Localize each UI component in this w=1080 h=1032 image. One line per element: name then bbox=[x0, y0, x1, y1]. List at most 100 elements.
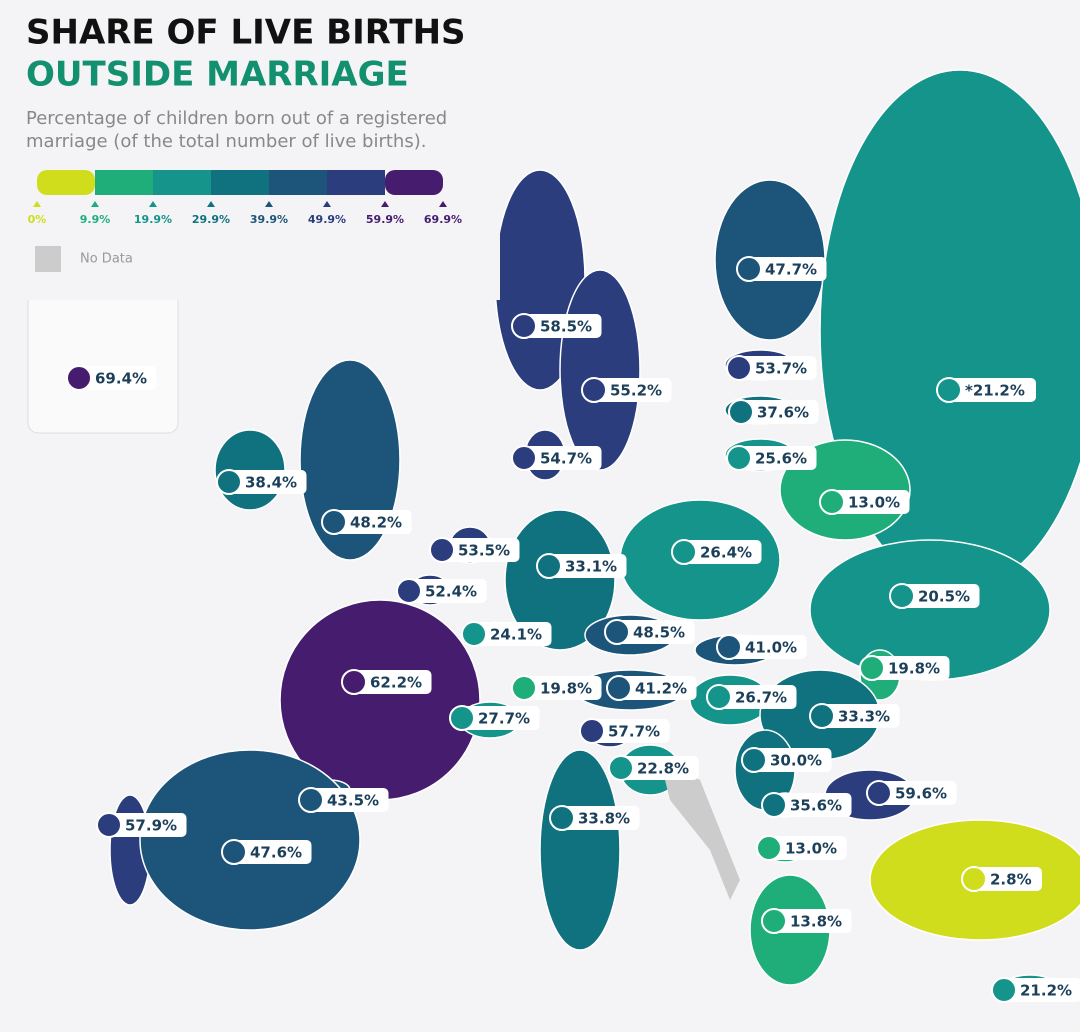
flag bbox=[866, 780, 892, 806]
value-label: 53.7% bbox=[755, 360, 807, 378]
label-pill bbox=[520, 314, 602, 338]
value-label: 37.6% bbox=[757, 404, 809, 422]
label-pill bbox=[770, 909, 852, 933]
label-pill bbox=[520, 676, 602, 700]
flag bbox=[991, 977, 1017, 1003]
label-pill bbox=[350, 670, 432, 694]
value-label: 33.3% bbox=[838, 708, 890, 726]
flag bbox=[608, 755, 634, 781]
legend-swatch bbox=[95, 170, 153, 195]
no-data-swatch bbox=[35, 246, 61, 272]
legend-tick-label: 49.9% bbox=[308, 213, 346, 226]
legend-tick-label: 59.9% bbox=[366, 213, 404, 226]
label-pill bbox=[470, 622, 552, 646]
legend-tick-label: 29.9% bbox=[192, 213, 230, 226]
flag bbox=[761, 908, 787, 934]
label-pill bbox=[735, 446, 817, 470]
flag bbox=[761, 792, 787, 818]
label-pill bbox=[898, 584, 980, 608]
label-pill bbox=[715, 685, 797, 709]
label-pill bbox=[520, 446, 602, 470]
value-label: 43.5% bbox=[327, 792, 379, 810]
value-label: 2.8% bbox=[990, 871, 1032, 889]
legend-swatch bbox=[37, 170, 95, 195]
legend-tick bbox=[207, 201, 215, 207]
label-pill bbox=[230, 840, 312, 864]
label-pill bbox=[588, 719, 670, 743]
value-label: 13.0% bbox=[848, 494, 900, 512]
legend-tick bbox=[381, 201, 389, 207]
label-pill bbox=[558, 806, 640, 830]
label-pill bbox=[868, 656, 950, 680]
value-label: 41.2% bbox=[635, 680, 687, 698]
flag bbox=[936, 377, 962, 403]
value-label: 69.4% bbox=[95, 370, 147, 388]
labels: 69.4% 58.5% 47.7% 55.2% 53.7% *21.2% 37.6% 54.7… bbox=[66, 256, 1080, 1003]
country-region bbox=[539, 749, 621, 951]
legend-tick-label: 0% bbox=[28, 213, 47, 226]
flag bbox=[889, 583, 915, 609]
label-pill bbox=[680, 540, 762, 564]
value-label: 22.8% bbox=[637, 760, 689, 778]
value-label: 48.5% bbox=[633, 624, 685, 642]
label-pill bbox=[770, 793, 852, 817]
value-label: 41.0% bbox=[745, 639, 797, 657]
value-label: 24.1% bbox=[490, 626, 542, 644]
flag bbox=[511, 313, 537, 339]
value-label: 54.7% bbox=[540, 450, 592, 468]
label-pill bbox=[737, 400, 819, 424]
label-pill bbox=[307, 788, 389, 812]
legend-tick-label: 69.9% bbox=[424, 213, 462, 226]
value-label: 13.8% bbox=[790, 913, 842, 931]
label-pill bbox=[613, 620, 695, 644]
value-label: 26.7% bbox=[735, 689, 787, 707]
flag bbox=[726, 445, 752, 471]
label-pill bbox=[970, 867, 1042, 891]
legend-tick-label: 9.9% bbox=[80, 213, 111, 226]
value-label: 57.9% bbox=[125, 817, 177, 835]
flag bbox=[461, 621, 487, 647]
value-label: 21.2% bbox=[1020, 982, 1072, 1000]
label-pill bbox=[1000, 978, 1080, 1002]
legend-tick bbox=[149, 201, 157, 207]
value-label: 30.0% bbox=[770, 752, 822, 770]
value-label: 27.7% bbox=[478, 710, 530, 728]
value-label: 35.6% bbox=[790, 797, 842, 815]
value-label: 33.1% bbox=[565, 558, 617, 576]
legend-tick bbox=[323, 201, 331, 207]
value-label: 59.6% bbox=[895, 785, 947, 803]
flag bbox=[726, 355, 752, 381]
flag bbox=[736, 256, 762, 282]
value-label: 62.2% bbox=[370, 674, 422, 692]
title: SHARE OF LIVE BIRTHS bbox=[26, 13, 466, 53]
legend-tick bbox=[265, 201, 273, 207]
flag bbox=[429, 537, 455, 563]
value-label: 57.7% bbox=[608, 723, 660, 741]
value-label: 52.4% bbox=[425, 583, 477, 601]
label-pill bbox=[945, 378, 1036, 402]
flag bbox=[511, 675, 537, 701]
flag bbox=[298, 787, 324, 813]
value-label: 26.4% bbox=[700, 544, 752, 562]
flag bbox=[581, 377, 607, 403]
value-label: 19.8% bbox=[888, 660, 940, 678]
value-label: 58.5% bbox=[540, 318, 592, 336]
flag bbox=[756, 835, 782, 861]
flag bbox=[671, 539, 697, 565]
legend-swatch bbox=[269, 170, 327, 195]
flag bbox=[819, 489, 845, 515]
value-label: 53.5% bbox=[458, 542, 510, 560]
flag bbox=[604, 619, 630, 645]
legend-swatch bbox=[327, 170, 385, 195]
flag bbox=[716, 634, 742, 660]
value-label: 25.6% bbox=[755, 450, 807, 468]
flag bbox=[96, 812, 122, 838]
value-label: 20.5% bbox=[918, 588, 970, 606]
legend-tick bbox=[439, 201, 447, 207]
flag bbox=[859, 655, 885, 681]
value-label: *21.2% bbox=[965, 382, 1025, 400]
flag bbox=[579, 718, 605, 744]
subtitle: marriage (of the total number of live bi… bbox=[26, 131, 426, 152]
value-label: 47.7% bbox=[765, 261, 817, 279]
